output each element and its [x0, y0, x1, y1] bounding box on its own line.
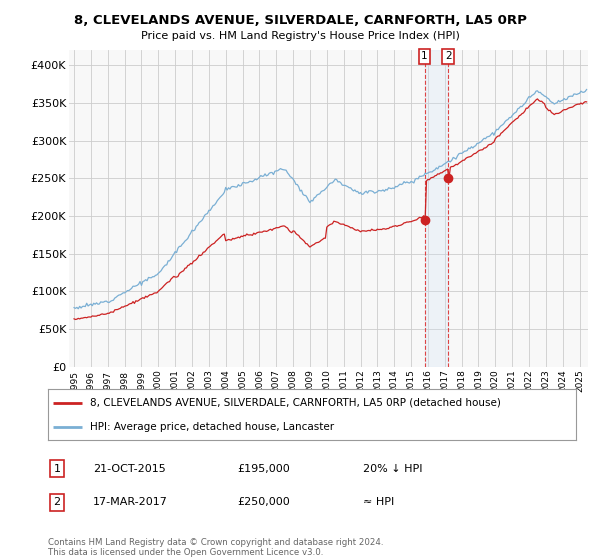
Text: £195,000: £195,000 — [237, 464, 290, 474]
Text: 8, CLEVELANDS AVENUE, SILVERDALE, CARNFORTH, LA5 0RP: 8, CLEVELANDS AVENUE, SILVERDALE, CARNFO… — [74, 14, 526, 27]
Bar — [425, 50, 448, 367]
Text: 17-MAR-2017: 17-MAR-2017 — [93, 497, 168, 507]
Text: 1: 1 — [53, 464, 61, 474]
Text: Price paid vs. HM Land Registry's House Price Index (HPI): Price paid vs. HM Land Registry's House … — [140, 31, 460, 41]
Text: 2: 2 — [53, 497, 61, 507]
Text: £250,000: £250,000 — [237, 497, 290, 507]
Text: 2: 2 — [445, 52, 452, 62]
Text: 1: 1 — [421, 52, 428, 62]
Text: Contains HM Land Registry data © Crown copyright and database right 2024.
This d: Contains HM Land Registry data © Crown c… — [48, 538, 383, 557]
Text: 20% ↓ HPI: 20% ↓ HPI — [363, 464, 422, 474]
Text: ≈ HPI: ≈ HPI — [363, 497, 394, 507]
Text: HPI: Average price, detached house, Lancaster: HPI: Average price, detached house, Lanc… — [90, 422, 334, 432]
Text: 8, CLEVELANDS AVENUE, SILVERDALE, CARNFORTH, LA5 0RP (detached house): 8, CLEVELANDS AVENUE, SILVERDALE, CARNFO… — [90, 398, 501, 408]
Text: 21-OCT-2015: 21-OCT-2015 — [93, 464, 166, 474]
